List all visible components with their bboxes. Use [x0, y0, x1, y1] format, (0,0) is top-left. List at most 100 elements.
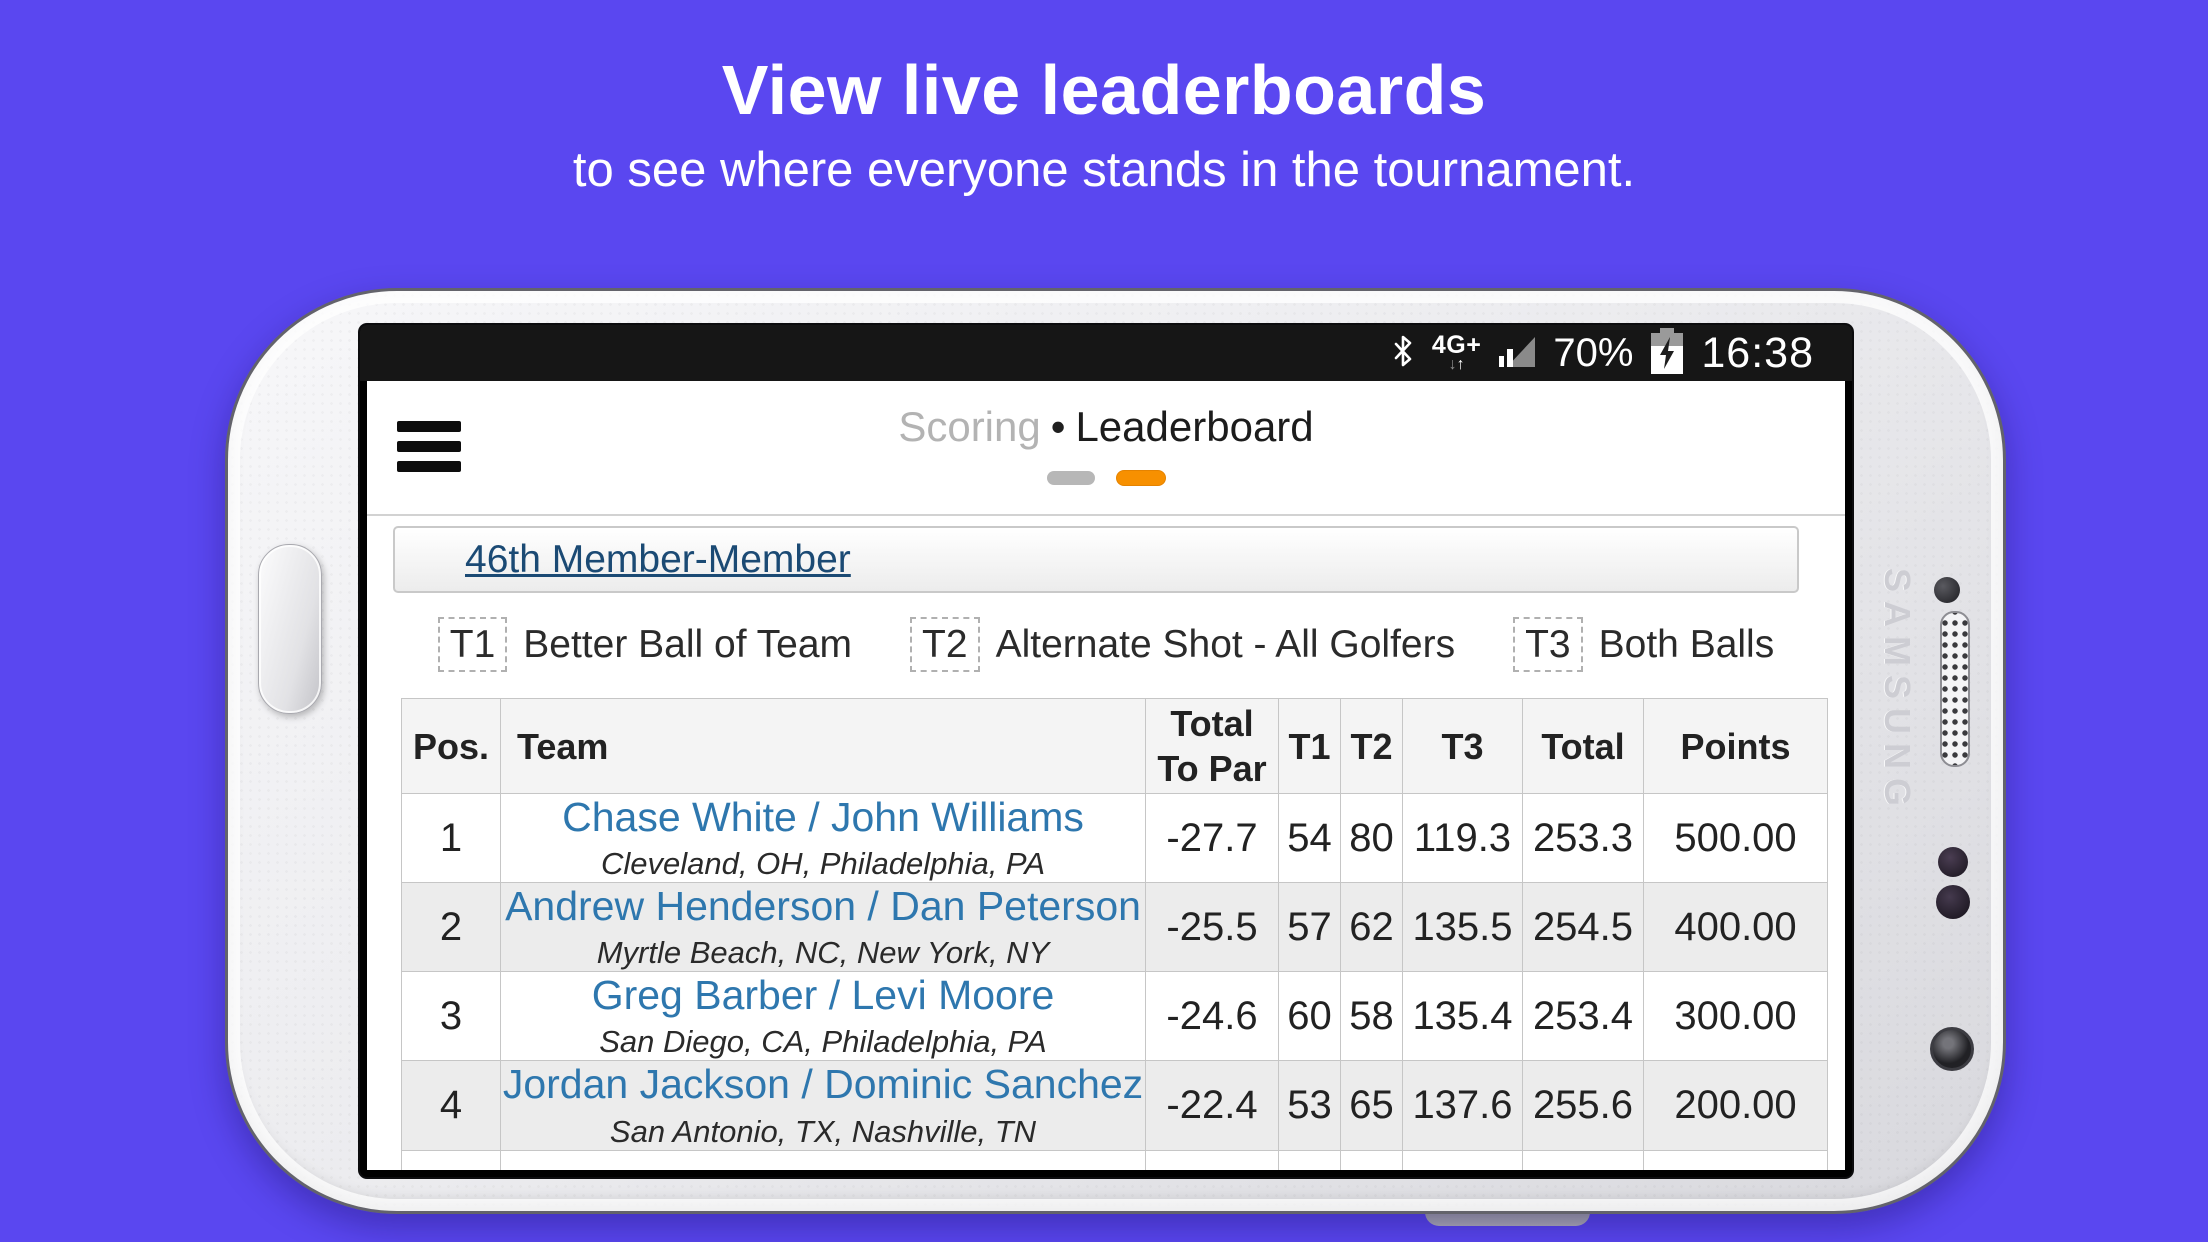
col-header-total: Total: [1522, 698, 1644, 794]
cell-points: 400.00: [1643, 882, 1828, 973]
cell-pos: 1: [401, 792, 501, 884]
cell-total: 253.4: [1522, 971, 1644, 1062]
promo-subtitle: to see where everyone stands in the tour…: [572, 143, 1636, 197]
app-header: Scoring • Leaderboard: [367, 381, 1845, 516]
team-link[interactable]: Jordan Jackson / Dominic Sanchez: [502, 1061, 1144, 1108]
cell-pos: 2: [401, 882, 501, 973]
legend-item-t3: T3 Both Balls: [1513, 617, 1774, 672]
table-row: 2 Andrew Henderson / Dan Peterson Myrtle…: [401, 882, 1828, 973]
app-content: Scoring • Leaderboard 46th Member-Member T…: [367, 381, 1845, 1170]
col-header-to-par: Total To Par: [1145, 698, 1279, 794]
team-location: Myrtle Beach, NC, New York, NY: [596, 935, 1050, 971]
page-indicator-dots: [367, 471, 1845, 485]
cell-to-par: -27.7: [1145, 792, 1279, 884]
network-type-label: 4G+: [1431, 331, 1482, 359]
promo-title: View live leaderboards: [721, 51, 1487, 129]
col-header-t2: T2: [1340, 698, 1403, 794]
sensor-dot-2: [1936, 885, 1970, 919]
hamburger-menu-icon[interactable]: [397, 421, 461, 472]
phone-screen: 4G+ ↓↑ 70%: [360, 325, 1852, 1177]
cell-team: Chad Jones / Jackson Sullivan: [500, 1149, 1146, 1170]
cell-t2: 80: [1340, 792, 1403, 884]
clock-label: 16:38: [1701, 328, 1814, 377]
samsung-logo: SAMSUNG: [1877, 568, 1918, 816]
cell-team: Chase White / John Williams Cleveland, O…: [500, 792, 1146, 884]
cell-t2: 58: [1340, 971, 1403, 1062]
col-header-pos: Pos.: [401, 698, 501, 794]
cell-points: 200.00: [1643, 1060, 1828, 1151]
cell-team: Andrew Henderson / Dan Peterson Myrtle B…: [500, 882, 1146, 973]
cell-to-par: -22: [1145, 1149, 1279, 1170]
cell-team: Greg Barber / Levi Moore San Diego, CA, …: [500, 971, 1146, 1062]
cell-t2: 62: [1340, 882, 1403, 973]
cell-t1: 53: [1278, 1060, 1341, 1151]
bluetooth-icon: [1392, 334, 1414, 373]
cell-t1: 57: [1278, 882, 1341, 973]
team-location: San Diego, CA, Philadelphia, PA: [599, 1024, 1047, 1060]
cell-t3: 135.4: [1402, 971, 1523, 1062]
battery-charging-icon: [1651, 327, 1684, 379]
cell-to-par: -25.5: [1145, 882, 1279, 973]
front-camera: [1930, 1027, 1974, 1071]
title-section-scoring: Scoring: [898, 403, 1041, 450]
col-header-points: Points: [1643, 698, 1828, 794]
legend-label-t2: Alternate Shot - All Golfers: [995, 622, 1456, 666]
title-page-leaderboard: Leaderboard: [1075, 403, 1314, 450]
cell-points: 500.00: [1643, 792, 1828, 884]
cell-t1: 49: [1278, 1149, 1341, 1170]
signal-strength-icon: [1499, 335, 1536, 372]
team-location: San Antonio, TX, Nashville, TN: [609, 1113, 1037, 1149]
cell-total: 253.3: [1522, 792, 1644, 884]
data-transfer-arrows-icon: ↓↑: [1448, 356, 1465, 373]
cell-pos: 5: [401, 1149, 501, 1170]
tournament-selector[interactable]: 46th Member-Member: [393, 526, 1799, 593]
tournament-link[interactable]: 46th Member-Member: [465, 537, 851, 581]
legend-label-t3: Both Balls: [1598, 622, 1775, 666]
leaderboard-table: Pos. Team Total To Par T1 T2 T3 Total Po…: [401, 698, 1828, 1170]
team-link[interactable]: Chad Jones / Jackson Sullivan: [501, 1168, 1145, 1170]
legend-item-t2: T2 Alternate Shot - All Golfers: [910, 617, 1455, 672]
cell-total: 254.5: [1522, 882, 1644, 973]
cell-t3: 119.3: [1402, 792, 1523, 884]
table-row: 1 Chase White / John Williams Cleveland,…: [401, 792, 1828, 884]
team-link[interactable]: Chase White / John Williams: [562, 794, 1084, 840]
cell-t3: 140: [1402, 1149, 1523, 1170]
table-row: 4 Jordan Jackson / Dominic Sanchez San A…: [401, 1060, 1828, 1151]
battery-percent-label: 70%: [1553, 330, 1634, 375]
volume-button: [258, 544, 322, 714]
col-header-t1: T1: [1278, 698, 1341, 794]
col-header-t3: T3: [1402, 698, 1523, 794]
proximity-sensor-dot: [1934, 577, 1960, 603]
light-sensor-dot: [1938, 847, 1968, 877]
legend-code-t2: T2: [910, 617, 980, 672]
table-row: 5 Chad Jones / Jackson Sullivan -22 49 7…: [401, 1149, 1828, 1170]
cell-t1: 54: [1278, 792, 1341, 884]
cell-to-par: -24.6: [1145, 971, 1279, 1062]
team-link[interactable]: Andrew Henderson / Dan Peterson: [505, 883, 1141, 930]
team-link[interactable]: Greg Barber / Levi Moore: [591, 972, 1055, 1019]
page-dot-inactive[interactable]: [1047, 471, 1095, 485]
cell-points: 300.00: [1643, 971, 1828, 1062]
legend-label-t1: Better Ball of Team: [523, 622, 853, 666]
cell-t2: 70: [1340, 1149, 1403, 1170]
title-separator-dot: •: [1050, 403, 1066, 450]
cell-t3: 137.6: [1402, 1060, 1523, 1151]
cell-to-par: -22.4: [1145, 1060, 1279, 1151]
table-row: 3 Greg Barber / Levi Moore San Diego, CA…: [401, 971, 1828, 1062]
cell-total: 255.6: [1522, 1060, 1644, 1151]
status-bar: 4G+ ↓↑ 70%: [360, 325, 1852, 381]
legend-code-t1: T1: [437, 617, 508, 672]
phone-mockup: SAMSUNG 4G+ ↓↑: [225, 288, 2006, 1214]
legend-code-t3: T3: [1513, 617, 1583, 672]
cell-points: 100.00: [1643, 1149, 1828, 1170]
cell-pos: 4: [401, 1060, 501, 1151]
cell-t2: 65: [1340, 1060, 1403, 1151]
page-dot-active[interactable]: [1117, 471, 1165, 485]
round-legend: T1 Better Ball of Team T2 Alternate Shot…: [367, 617, 1845, 672]
team-location: Cleveland, OH, Philadelphia, PA: [600, 846, 1045, 882]
cell-t1: 60: [1278, 971, 1341, 1062]
legend-item-t1: T1 Better Ball of Team: [437, 617, 853, 672]
cell-t3: 135.5: [1402, 882, 1523, 973]
earpiece-speaker-grille: [1940, 611, 1970, 767]
